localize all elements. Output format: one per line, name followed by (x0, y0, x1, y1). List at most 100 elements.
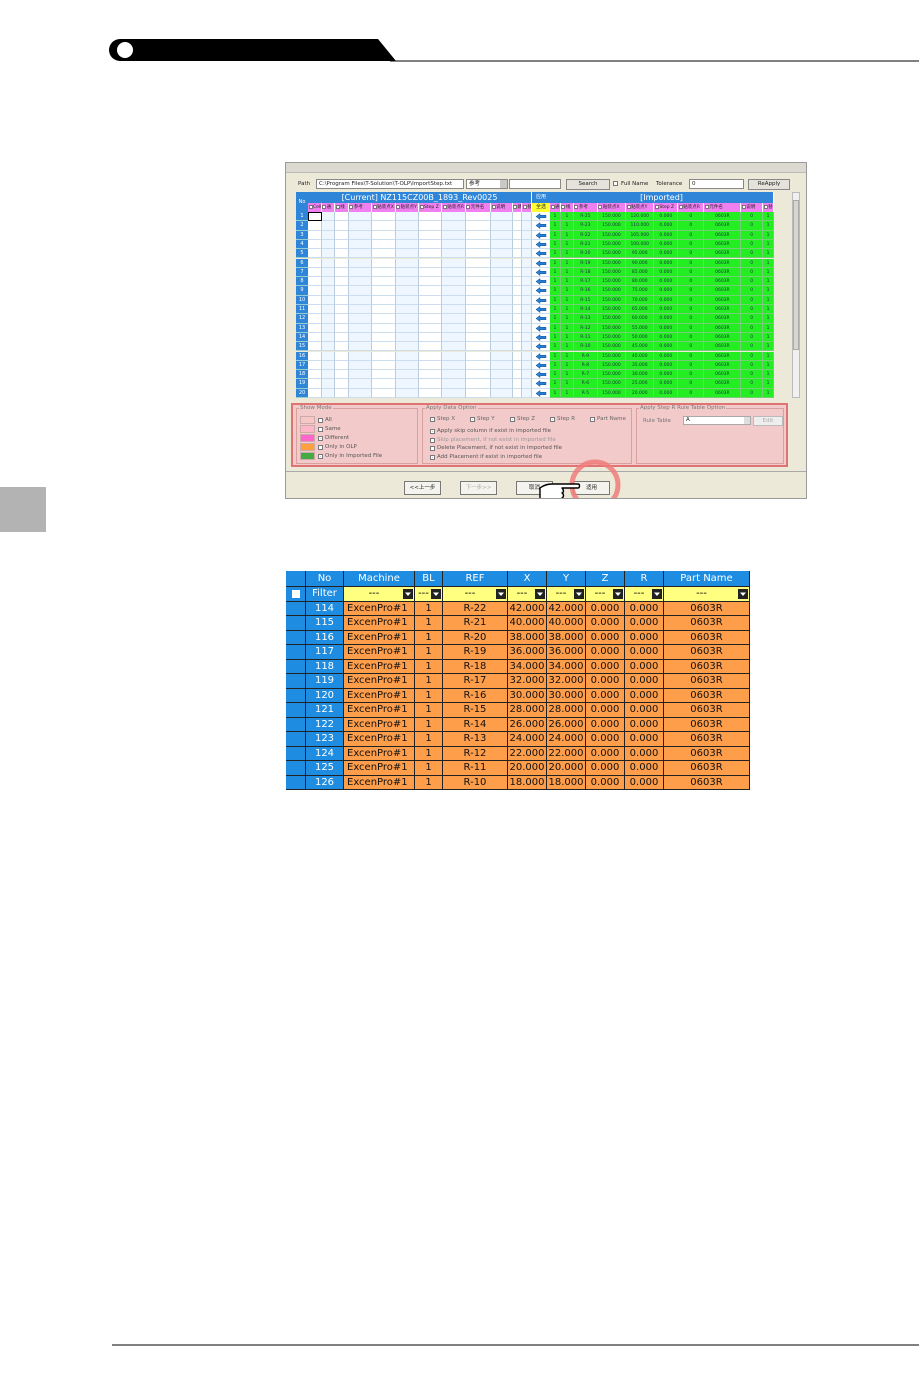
key-input[interactable] (509, 179, 561, 189)
imported-cell: 0.000 (654, 286, 679, 296)
checkbox[interactable] (741, 205, 746, 209)
apply-arrow-cell[interactable] (532, 277, 550, 287)
checkbox[interactable] (292, 590, 300, 598)
empty-cell (395, 212, 419, 222)
checkbox[interactable] (430, 446, 435, 451)
apply-arrow-cell[interactable] (532, 286, 550, 296)
imported-cell: R-25 (573, 212, 598, 222)
empty-cell (465, 258, 492, 268)
checkbox[interactable] (613, 181, 618, 186)
checkbox[interactable] (318, 417, 323, 423)
edit-button[interactable]: Edit (753, 416, 783, 426)
checkbox[interactable] (763, 205, 768, 209)
apply-arrow-cell[interactable] (532, 360, 550, 371)
checkbox[interactable] (550, 417, 555, 422)
empty-cell (442, 221, 466, 231)
filter-combo[interactable]: --- (547, 587, 586, 602)
checkbox[interactable] (590, 417, 595, 422)
reapply-button[interactable]: ReApply (748, 179, 790, 190)
apply-arrow-cell[interactable] (532, 388, 550, 398)
imported-cell: R-21 (573, 239, 598, 250)
table-cell: 0.000 (625, 732, 664, 747)
checkbox[interactable] (430, 429, 435, 434)
checkbox[interactable] (561, 205, 566, 209)
apply-arrow-cell[interactable] (532, 342, 550, 352)
filter-combo[interactable]: --- (664, 587, 750, 602)
empty-cell (491, 360, 513, 371)
table-cell: R-18 (443, 659, 508, 675)
imported-cell: 0 (678, 332, 705, 343)
checkbox[interactable] (704, 205, 709, 209)
apply-arrow-cell[interactable] (532, 332, 550, 343)
filter-combo[interactable]: --- (344, 587, 415, 602)
path-input[interactable]: C:\Program Files\T-Solution\T-OLP\Import… (316, 179, 464, 189)
checkbox[interactable] (430, 454, 435, 460)
checkbox[interactable] (550, 205, 555, 209)
apply-arrow (535, 222, 547, 230)
checkbox[interactable] (626, 205, 631, 209)
imported-cell: 1 (550, 239, 561, 250)
imported-cell: 0.000 (654, 351, 679, 361)
checkbox[interactable] (318, 426, 323, 432)
dialog-button[interactable]: <<上一步 (404, 481, 441, 495)
filter-combo[interactable]: --- (625, 587, 664, 602)
imported-cell: 0 (741, 212, 764, 222)
checkbox[interactable] (491, 205, 496, 209)
checkbox[interactable] (678, 205, 683, 209)
apply-arrow-cell[interactable] (532, 295, 550, 305)
checkbox[interactable] (318, 435, 323, 441)
checkbox[interactable] (308, 205, 313, 209)
checkbox[interactable] (396, 205, 401, 209)
checkbox[interactable] (322, 205, 327, 209)
apply-arrow-cell[interactable] (532, 249, 550, 259)
empty-cell (348, 342, 373, 352)
tolerance-input[interactable]: 0 (689, 179, 744, 189)
imported-cell: 1 (763, 212, 774, 222)
imported-cell: 0.000 (654, 239, 679, 250)
empty-cell (372, 360, 396, 371)
search-button[interactable]: Search (566, 179, 610, 190)
checkbox[interactable] (318, 453, 323, 459)
apply-arrow-cell[interactable] (532, 379, 550, 389)
apply-arrow-cell[interactable] (532, 267, 550, 278)
filter-combo[interactable]: --- (415, 587, 443, 602)
rule-table-combo[interactable]: A (683, 416, 751, 425)
column-header: Part Name (664, 571, 750, 587)
checkbox[interactable] (574, 205, 579, 209)
column-header: Step Z (654, 203, 679, 212)
checkbox[interactable] (430, 437, 435, 443)
apply-arrow-cell[interactable] (532, 212, 550, 222)
apply-arrow-cell[interactable] (532, 351, 550, 361)
checkbox[interactable] (442, 205, 447, 209)
checkbox[interactable] (335, 205, 340, 209)
checkbox[interactable] (470, 417, 475, 422)
checkbox[interactable] (510, 417, 515, 422)
apply-arrow-cell[interactable] (532, 305, 550, 315)
row-number: 124 (306, 746, 344, 762)
checkbox[interactable] (466, 205, 471, 209)
apply-arrow-cell[interactable] (532, 258, 550, 268)
apply-arrow-cell[interactable] (532, 230, 550, 240)
apply-arrow-cell[interactable] (532, 314, 550, 324)
apply-arrow-cell[interactable] (532, 239, 550, 250)
checkbox[interactable] (318, 444, 323, 450)
checkbox[interactable] (372, 205, 377, 209)
empty-cell (308, 388, 322, 398)
apply-arrow-cell[interactable] (532, 370, 550, 380)
apply-arrow-cell[interactable] (532, 323, 550, 333)
filter-combo[interactable]: --- (586, 587, 625, 602)
select-all[interactable]: 全选 (532, 203, 550, 212)
filter-combo[interactable]: --- (443, 587, 508, 602)
dialog-button[interactable]: 下一步>> (460, 481, 497, 495)
checkbox[interactable] (598, 205, 603, 209)
key-combo[interactable]: 参考 (466, 179, 508, 189)
checkbox[interactable] (430, 417, 435, 422)
checkbox[interactable] (513, 205, 518, 209)
imported-cell: 0.000 (654, 305, 679, 315)
apply-arrow-cell[interactable] (532, 221, 550, 231)
checkbox[interactable] (522, 205, 527, 209)
checkbox[interactable] (419, 205, 424, 209)
filter-combo[interactable]: --- (508, 587, 547, 602)
checkbox[interactable] (654, 205, 659, 209)
checkbox[interactable] (349, 205, 354, 209)
